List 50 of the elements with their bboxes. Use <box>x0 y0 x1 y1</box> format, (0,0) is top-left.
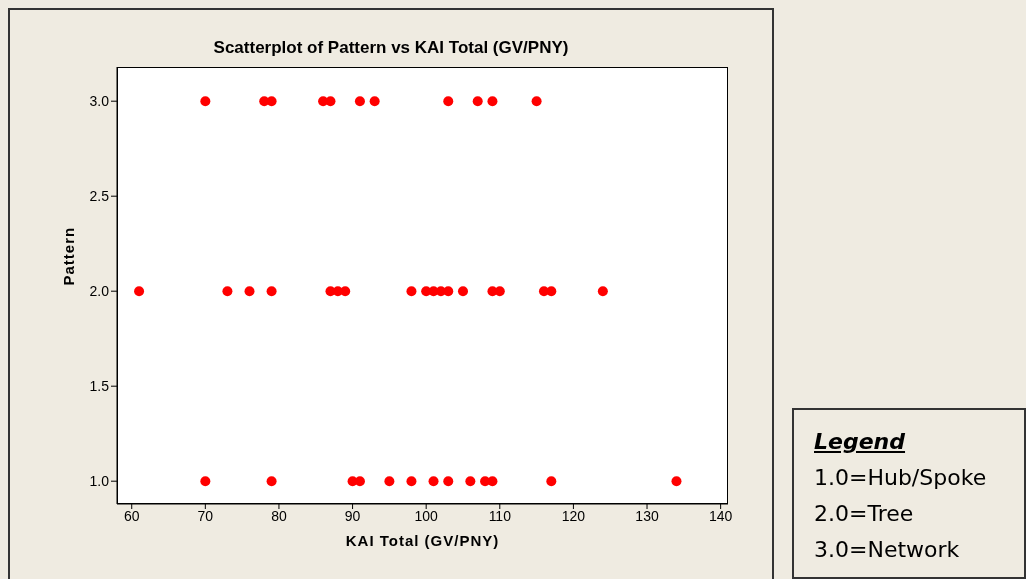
point <box>200 96 211 107</box>
y-tick-label: 2.5 <box>89 188 110 205</box>
point <box>546 476 557 487</box>
y-tick-label: 3.0 <box>89 93 110 110</box>
y-tick-label: 1.5 <box>89 378 110 395</box>
point <box>406 476 417 487</box>
y-tick-label: 1.0 <box>89 473 110 490</box>
chart-title: Scatterplot of Pattern vs KAI Total (GV/PNY) <box>212 38 570 58</box>
point <box>472 96 483 107</box>
y-tick-label: 2.0 <box>89 283 110 300</box>
x-tick-label: 130 <box>635 507 659 524</box>
point <box>244 286 255 297</box>
point <box>428 476 439 487</box>
x-tick-label: 60 <box>123 507 140 524</box>
point <box>487 96 498 107</box>
text: 2.0=Tree <box>814 500 915 528</box>
point <box>354 96 365 107</box>
point <box>384 476 395 487</box>
point <box>340 286 351 297</box>
point <box>531 96 542 107</box>
text: 3.0=Network <box>814 536 961 564</box>
point <box>443 286 454 297</box>
point <box>546 286 557 297</box>
x-tick-label: 110 <box>488 507 512 524</box>
point <box>406 286 417 297</box>
point <box>457 286 468 297</box>
point <box>200 476 211 487</box>
point <box>266 286 277 297</box>
point <box>597 286 608 297</box>
y-axis-title: Pattern <box>60 226 78 286</box>
x-tick-label: 70 <box>197 507 214 524</box>
x-tick-label: 80 <box>271 507 287 524</box>
point <box>443 96 454 107</box>
point <box>325 96 336 107</box>
text: Legend <box>814 428 907 456</box>
text: 1.0=Hub/Spoke <box>814 464 988 492</box>
x-tick-label: 90 <box>344 507 361 524</box>
x-tick-label: 100 <box>414 507 439 524</box>
point <box>465 476 476 487</box>
point <box>671 476 682 487</box>
point <box>222 286 233 297</box>
point <box>134 286 145 297</box>
point <box>369 96 380 107</box>
x-tick-label: 140 <box>708 507 733 524</box>
x-axis-title: KAI Total (GV/PNY) <box>345 532 500 549</box>
point <box>266 476 277 487</box>
point <box>266 96 277 107</box>
point <box>443 476 454 487</box>
x-tick-label: 120 <box>561 507 586 524</box>
point <box>487 476 498 487</box>
